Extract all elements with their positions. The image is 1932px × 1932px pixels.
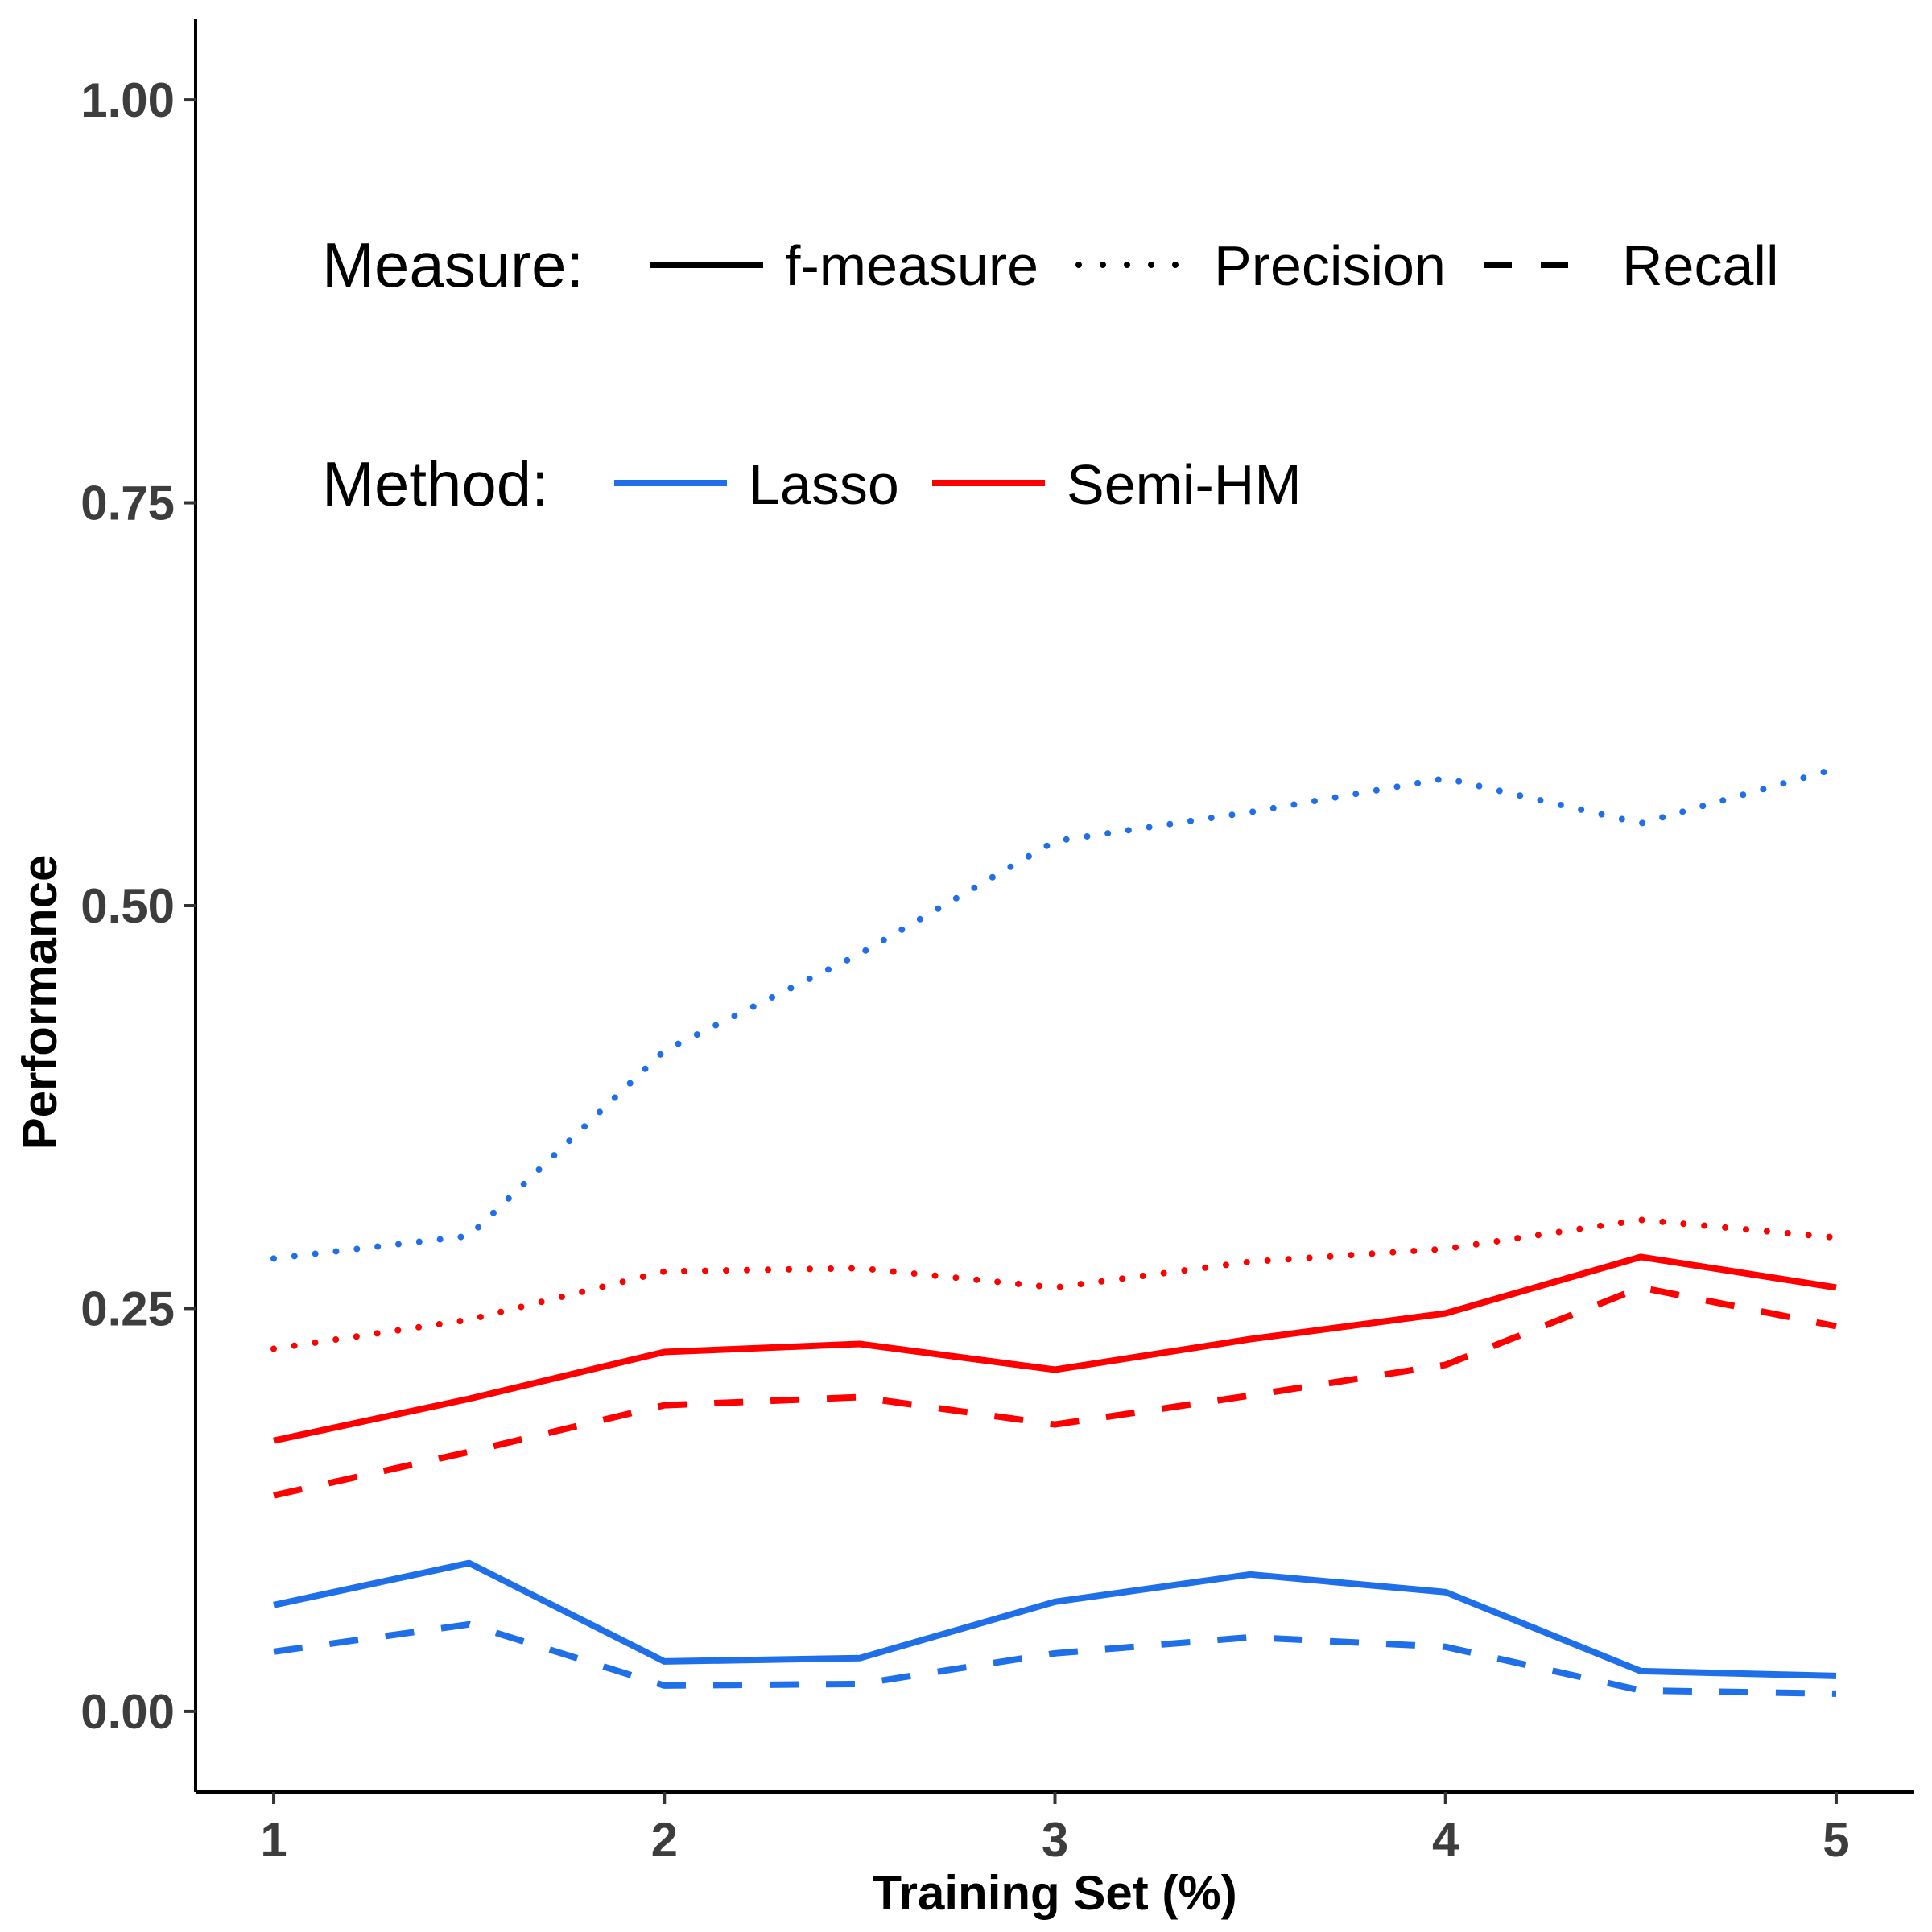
y-tick-label: 0.75: [80, 477, 175, 530]
series-lasso-recall: [273, 1620, 1837, 1697]
x-tick-label: 3: [1042, 1813, 1068, 1867]
x-tick-label: 5: [1823, 1813, 1849, 1867]
y-tick-label: 0.25: [80, 1282, 175, 1335]
x-tick-label: 2: [651, 1813, 678, 1867]
y-tick-label: 0.50: [80, 879, 175, 933]
legend: Measure: f-measure Precision Recall Meth…: [322, 229, 1779, 519]
x-tick-label: 4: [1432, 1813, 1459, 1867]
x-axis-title: Training Set (%): [872, 1866, 1236, 1920]
legend-measure-title: Measure:: [322, 229, 584, 300]
legend-label-recall: Recall: [1622, 234, 1779, 297]
series-semi-hm-f-measure: [273, 1253, 1837, 1444]
series-layer: [270, 765, 1839, 1697]
y-tick-label: 1.00: [80, 73, 175, 127]
y-tick-label: 0.00: [80, 1685, 175, 1739]
series-semi-hm-precision: [270, 1216, 1839, 1352]
y-axis-title: Performance: [13, 855, 67, 1150]
legend-method-title: Method:: [322, 448, 549, 519]
legend-label-semi-hm: Semi-HM: [1067, 453, 1302, 516]
x-tick-label: 1: [260, 1813, 287, 1867]
series-lasso-f-measure: [273, 1559, 1837, 1679]
series-semi-hm-recall: [273, 1284, 1837, 1499]
legend-label-lasso: Lasso: [749, 453, 899, 516]
ticks-layer: 0.00 0.25 0.50 0.75 1.00 1 2 3 4 5: [80, 73, 1849, 1867]
legend-label-precision: Precision: [1214, 234, 1446, 297]
series-lasso-precision: [270, 765, 1839, 1262]
legend-label-f-measure: f-measure: [785, 234, 1038, 297]
